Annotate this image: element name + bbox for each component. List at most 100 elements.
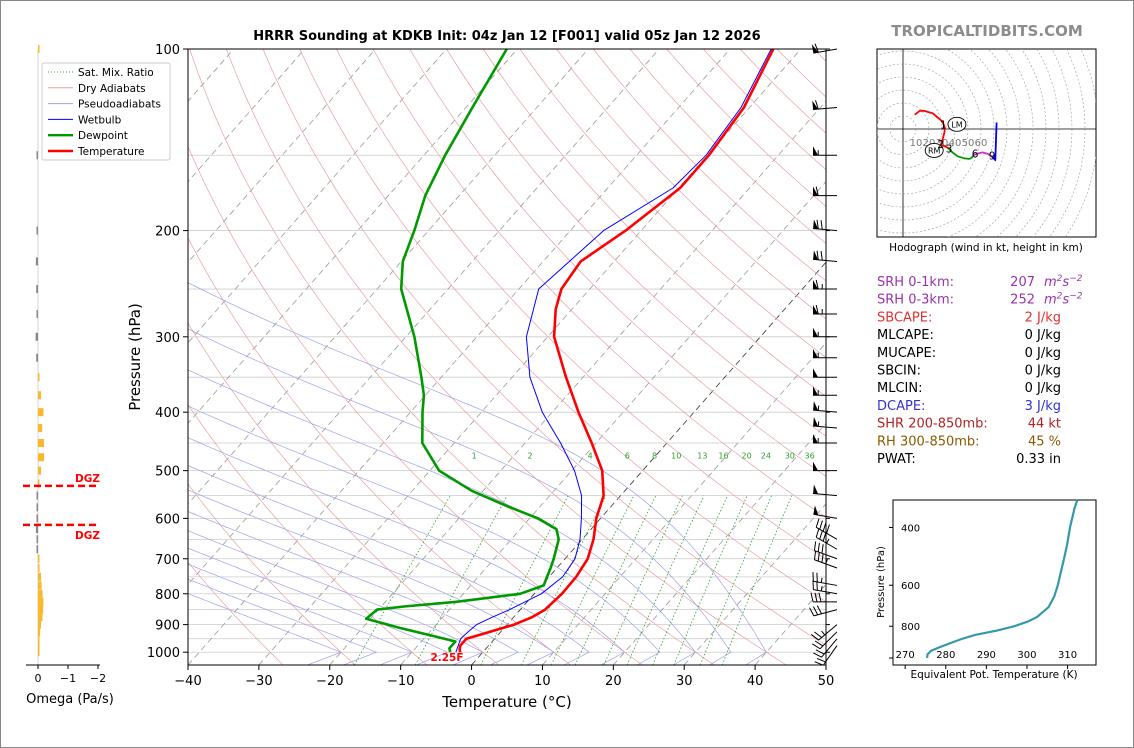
index-label: SRH 0-3km: [877,293,954,308]
barb-flag [821,553,824,563]
omega-bar [38,453,44,462]
y-tick-label: 600 [155,512,180,527]
omega-bar [38,613,43,622]
x-tick-label: −10 [387,674,414,689]
skewt-ylabel: Pressure (hPa) [126,303,144,411]
omega-bar [36,545,38,554]
y-tick-label: 300 [155,331,180,346]
barb-flag [817,542,820,553]
wind-barbs [809,43,838,666]
wind-barb [813,550,838,569]
skewt-profiles [364,49,775,653]
wind-barb [813,461,837,472]
index-value: 0 J/kg [1025,381,1061,396]
hodo-ring [1032,49,1073,237]
thetae-x-tick-label: 290 [977,650,996,661]
barb-pennant [812,100,819,110]
storm-motion-label: LM [951,120,962,129]
barb-half [826,538,830,544]
x-tick-label: 30 [676,674,693,689]
barb-flag [815,528,820,538]
barb-flag [813,550,817,560]
hodo-ring [1049,49,1086,237]
dry-adiabat [519,49,826,358]
mixing-ratio-label: 30 [785,451,795,460]
omega-x-tick-label: −1 [60,672,76,685]
barb-staff [813,513,838,519]
barb-flag [814,661,824,666]
dry-adiabat [446,49,826,437]
mixing-ratio-label: 4 [588,451,593,460]
wind-barb [813,401,838,413]
skewt-xlabel: Temperature (°C) [441,693,571,711]
hodo-ring [877,49,995,221]
wind-barb [813,327,837,338]
omega-bar [38,45,40,53]
barb-staff [821,638,838,658]
mixing-ratio-line [603,495,683,665]
barb-staff [813,227,838,232]
isotherm [188,49,589,505]
barb-pennant [813,401,819,411]
barb-pennant [813,348,818,358]
wind-barb [815,528,838,550]
hodo-ring [877,49,1008,234]
omega-bar [38,563,40,572]
mixing-ratio-label: 13 [697,451,707,460]
index-value: 0 J/kg [1025,364,1061,379]
hodo-ring [877,89,943,169]
storm-motion-label: RM [928,146,941,155]
omega-bar [36,285,38,294]
isotherm [188,49,447,344]
dry-adiabat [188,322,500,665]
mixing-ratio-line [521,495,607,665]
hodo-ring [974,49,1034,237]
barb-staff [813,493,838,497]
omega-bar [38,554,40,563]
omega-bar [38,466,41,475]
wind-barb [812,100,838,111]
barb-flag [815,186,819,196]
index-label: SRH 0-1km: [877,275,954,290]
x-tick-label: −40 [174,674,201,689]
dry-adiabat [336,49,826,560]
dry-adiabat [299,49,826,603]
hodo-ring [877,102,930,156]
barb-flag [819,520,823,530]
thetae-x-tick-label: 270 [896,650,915,661]
hodo-height-label: 9 [989,151,996,163]
barb-flag [815,279,819,290]
mixing-ratio-label: 24 [761,451,771,460]
index-label: MLCAPE: [877,328,934,343]
omega-bar [38,641,40,650]
barb-pennant [813,417,819,427]
thetae-xlabel: Equivalent Pot. Temperature (K) [910,669,1077,681]
barb-flag [810,592,814,602]
moist-adiabat [188,578,378,665]
wind-barb [813,386,837,396]
dgz-label: DGZ [75,530,100,542]
barb-flag [820,220,823,230]
omega-bar [36,514,38,523]
index-value: 45 % [1028,434,1061,449]
x-tick-label: 40 [747,674,764,689]
mixing-ratio-label: 16 [718,451,728,460]
wind-barb [813,417,838,429]
y-tick-label: 100 [155,43,180,58]
wind-barb [813,484,838,497]
mixing-ratio-label: 36 [805,451,815,460]
mixing-ratio-line [414,495,508,665]
wind-barb [811,631,838,650]
omega-bar [35,525,38,534]
omega-bar [38,373,40,382]
hodo-height-label: 2 [937,139,944,151]
dry-adiabat [188,145,643,665]
thetae-ylabel: Pressure (hPa) [876,546,887,618]
index-unit: m2s−2 [1044,292,1083,308]
index-label: MUCAPE: [877,346,936,361]
hodo-trace [991,122,998,162]
index-label: SBCIN: [877,364,921,379]
dewpoint-line [364,49,561,653]
omega-bar [38,439,44,448]
mixing-ratio-label: 10 [671,451,681,460]
